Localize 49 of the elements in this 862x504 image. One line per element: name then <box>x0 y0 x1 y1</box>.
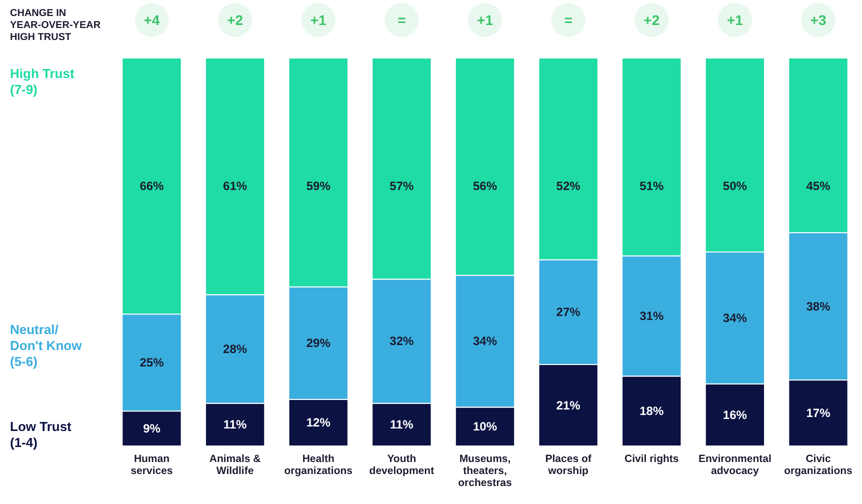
text: +3 <box>810 12 826 28</box>
data-label: 66% <box>140 179 164 193</box>
text: +1 <box>310 12 327 28</box>
text: Neutral/ Don't Know (5-6) <box>10 322 83 370</box>
data-label: 32% <box>390 334 414 348</box>
text: = <box>564 12 572 28</box>
text: CHANGE IN YEAR-OVER-YEAR HIGH TRUST <box>10 8 102 43</box>
data-label: 45% <box>806 179 831 193</box>
data-label: 21% <box>556 398 581 412</box>
data-label: 31% <box>640 309 664 324</box>
x-tick-label: Civic organizations <box>784 453 853 477</box>
data-label: 29% <box>306 336 331 350</box>
x-tick-label: Civil rights <box>624 453 679 465</box>
x-tick-label: Animals & Wildlife <box>209 453 262 477</box>
data-label: 25% <box>140 356 164 370</box>
text: +1 <box>477 12 494 28</box>
x-tick-label: Environmental advocacy <box>698 453 772 477</box>
text: Low Trust (1-4) <box>10 419 72 450</box>
x-tick-label: Museums, theaters, orchestras <box>458 453 512 489</box>
data-label: 34% <box>472 334 498 348</box>
data-label: 10% <box>472 420 498 434</box>
text: +4 <box>144 12 160 28</box>
x-tick-label: Human services <box>130 453 173 477</box>
data-label: 57% <box>390 179 414 193</box>
data-label: 17% <box>806 406 831 420</box>
text: = <box>398 12 406 28</box>
text: +2 <box>227 12 244 28</box>
data-label: 12% <box>306 416 331 430</box>
data-label: 34% <box>722 310 748 325</box>
text: +2 <box>644 12 660 28</box>
data-label: 27% <box>556 305 581 320</box>
data-label: 28% <box>223 342 248 356</box>
data-label: 51% <box>640 179 664 193</box>
data-label: 11% <box>223 418 248 432</box>
text: +1 <box>726 12 744 28</box>
data-label: 38% <box>806 299 831 314</box>
data-label: 9% <box>143 422 161 436</box>
x-tick-label: Places of worship <box>545 453 592 477</box>
data-label: 52% <box>556 179 581 193</box>
data-label: 18% <box>640 404 664 418</box>
data-label: 16% <box>722 408 748 422</box>
x-tick-label: Youth development <box>369 453 435 477</box>
data-label: 50% <box>722 179 748 193</box>
data-label: 59% <box>306 179 331 193</box>
data-label: 11% <box>390 418 414 432</box>
data-label: 61% <box>223 179 248 193</box>
text: High Trust (7-9) <box>10 66 75 97</box>
data-label: 56% <box>472 179 498 193</box>
x-tick-label: Health organizations <box>284 453 353 477</box>
